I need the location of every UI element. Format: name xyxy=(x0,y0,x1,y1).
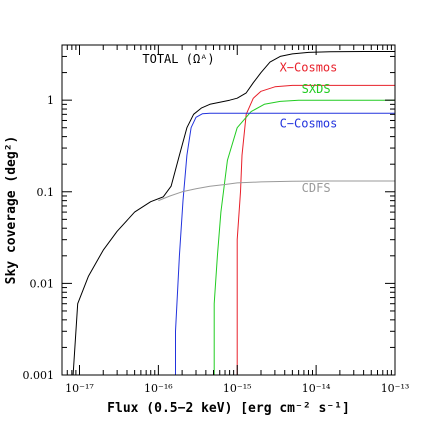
x-tick-label: 10⁻¹⁴ xyxy=(302,382,331,395)
tick-layer: 10⁻¹⁷ 10⁻¹⁶ 10⁻¹⁵ 10⁻¹⁴ 10⁻¹³ 0.001 0.01 0.1 1 xyxy=(23,44,410,395)
x-tick-label: 10⁻¹⁷ xyxy=(65,382,94,395)
series-label-sxds: SXDS xyxy=(302,82,331,96)
x-tick-label: 10⁻¹³ xyxy=(381,382,410,395)
y-tick-label: 1 xyxy=(47,94,54,107)
series-line-total xyxy=(72,51,395,376)
y-tick-label: 0.1 xyxy=(37,186,55,199)
series-line-x-cosmos xyxy=(236,84,395,375)
series-label-total: TOTAL (Ωᴬ) xyxy=(142,52,214,66)
x-tick-label: 10⁻¹⁶ xyxy=(144,382,173,395)
series-line-cdfs xyxy=(158,180,395,202)
series-line-sxds xyxy=(213,99,395,375)
y-tick-label: 0.001 xyxy=(23,369,55,382)
plot-frame xyxy=(61,44,396,376)
series-label-cdfs: CDFS xyxy=(302,181,331,195)
x-axis-label: Flux (0.5−2 keV) [erg cm⁻² s⁻¹] xyxy=(107,401,350,416)
series-layer xyxy=(72,51,395,376)
series-label-x-cosmos: X−Cosmos xyxy=(280,61,338,75)
y-axis-label: Sky coverage (deg²) xyxy=(4,136,19,285)
series-label-c-cosmos: C−Cosmos xyxy=(280,117,338,131)
x-tick-label: 10⁻¹⁵ xyxy=(223,382,252,395)
y-tick-label: 0.01 xyxy=(30,277,55,290)
series-line-c-cosmos xyxy=(175,112,395,375)
series-label-layer: TOTAL (Ωᴬ) X−Cosmos SXDS C−Cosmos CDFS xyxy=(142,52,337,195)
